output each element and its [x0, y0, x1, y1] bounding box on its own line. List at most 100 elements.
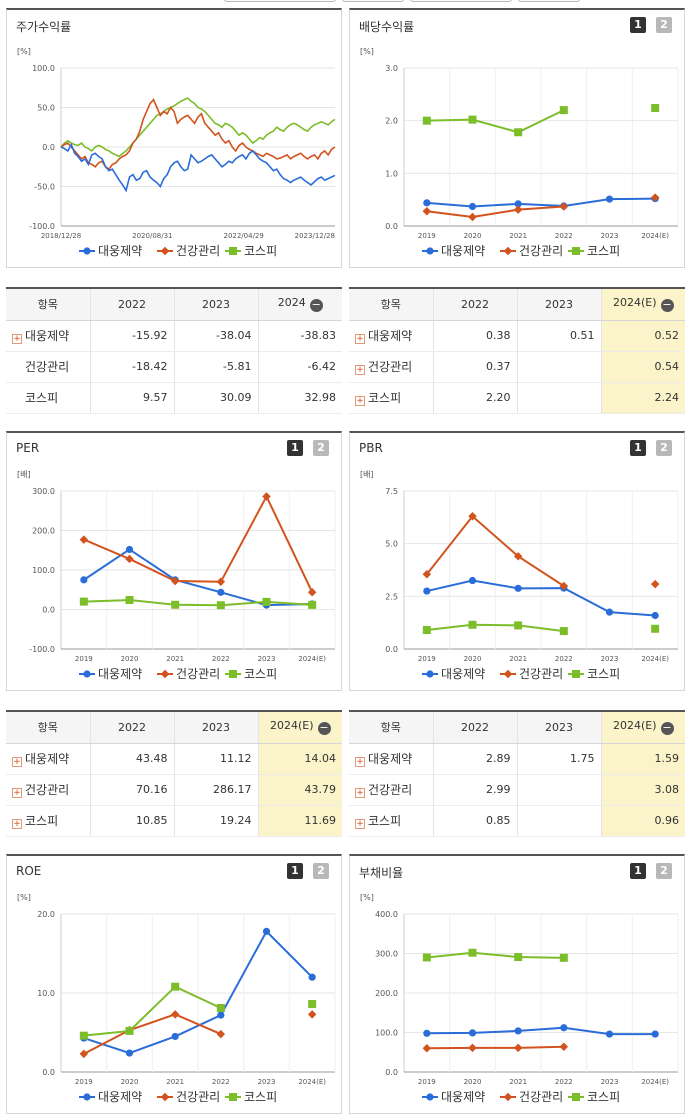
- data-point-2[interactable]: [468, 212, 477, 222]
- collapse-icon[interactable]: −: [309, 298, 323, 313]
- data-point-1[interactable]: [560, 1024, 568, 1032]
- data-point-1[interactable]: [217, 588, 225, 596]
- expand-icon[interactable]: +: [355, 396, 365, 406]
- view-1-button[interactable]: 1: [630, 863, 646, 879]
- data-point-1[interactable]: [651, 1030, 659, 1038]
- data-point-3[interactable]: [468, 115, 477, 124]
- legend-item[interactable]: 건강관리: [519, 244, 563, 258]
- data-point-1[interactable]: [605, 608, 614, 616]
- data-point-2[interactable]: [559, 202, 569, 211]
- legend-item[interactable]: 건강관리: [519, 667, 563, 681]
- data-point-2[interactable]: [513, 205, 523, 214]
- data-point-2[interactable]: [650, 193, 660, 202]
- data-point-3[interactable]: [468, 620, 477, 629]
- legend-item[interactable]: 건강관리: [519, 1090, 563, 1104]
- data-point-2[interactable]: [422, 207, 432, 216]
- data-point-3[interactable]: [308, 600, 317, 609]
- expand-icon[interactable]: +: [12, 788, 22, 798]
- data-point-3[interactable]: [216, 601, 225, 610]
- data-point-1[interactable]: [423, 199, 431, 207]
- legend-item[interactable]: 대웅제약: [98, 243, 142, 258]
- legend-item[interactable]: 건강관리: [176, 667, 220, 681]
- data-point-3[interactable]: [514, 621, 523, 630]
- expand-icon[interactable]: +: [355, 334, 365, 344]
- data-point-2[interactable]: [513, 552, 523, 561]
- data-point-3[interactable]: [422, 116, 431, 125]
- expand-icon[interactable]: +: [355, 365, 365, 375]
- data-point-2[interactable]: [307, 587, 317, 597]
- data-point-3[interactable]: [216, 1004, 225, 1013]
- data-point-1[interactable]: [651, 611, 659, 620]
- legend-item[interactable]: 코스피: [587, 1090, 620, 1104]
- data-point-3[interactable]: [468, 948, 477, 957]
- period-toggle[interactable]: [410, 0, 512, 2]
- expand-icon[interactable]: +: [355, 757, 365, 767]
- data-point-2[interactable]: [650, 579, 660, 589]
- legend-item[interactable]: 대웅제약: [98, 666, 142, 681]
- data-point-2[interactable]: [422, 1044, 432, 1053]
- period-toggle[interactable]: [224, 0, 336, 2]
- data-point-2[interactable]: [170, 1010, 180, 1019]
- view-2-button[interactable]: 2: [656, 863, 672, 879]
- data-point-1[interactable]: [171, 1032, 179, 1041]
- legend-item[interactable]: 코스피: [244, 1090, 277, 1104]
- data-point-3[interactable]: [559, 953, 568, 962]
- view-1-button[interactable]: 1: [287, 863, 303, 879]
- view-2-button[interactable]: 2: [313, 863, 329, 879]
- view-1-button[interactable]: 1: [630, 17, 646, 33]
- data-point-3[interactable]: [171, 600, 180, 609]
- expand-icon[interactable]: +: [12, 757, 22, 767]
- expand-icon[interactable]: +: [355, 819, 365, 829]
- legend-item[interactable]: 대웅제약: [441, 243, 485, 258]
- expand-icon[interactable]: +: [12, 819, 22, 829]
- collapse-icon[interactable]: −: [660, 298, 674, 313]
- data-point-3[interactable]: [514, 953, 523, 962]
- data-point-1[interactable]: [468, 1029, 477, 1037]
- view-2-button[interactable]: 2: [656, 17, 672, 33]
- data-point-3[interactable]: [422, 626, 431, 635]
- legend-item[interactable]: 코스피: [587, 667, 620, 681]
- data-point-3[interactable]: [559, 106, 568, 115]
- data-point-3[interactable]: [308, 1000, 317, 1009]
- view-1-button[interactable]: 1: [287, 440, 303, 456]
- data-point-2[interactable]: [125, 554, 134, 564]
- data-point-2[interactable]: [262, 492, 271, 501]
- period-toggle[interactable]: [342, 0, 404, 2]
- data-point-3[interactable]: [125, 1026, 134, 1035]
- data-point-2[interactable]: [513, 1043, 523, 1053]
- data-point-1[interactable]: [262, 927, 271, 935]
- collapse-icon[interactable]: −: [317, 721, 331, 736]
- legend-item[interactable]: 건강관리: [176, 244, 220, 258]
- data-point-1[interactable]: [468, 576, 477, 585]
- view-2-button[interactable]: 2: [656, 440, 672, 456]
- legend-item[interactable]: 대웅제약: [98, 1089, 142, 1104]
- legend-item[interactable]: 대웅제약: [441, 1089, 485, 1104]
- data-point-2[interactable]: [216, 1029, 226, 1039]
- data-point-1[interactable]: [217, 1011, 225, 1019]
- data-point-1[interactable]: [125, 1049, 134, 1057]
- view-1-button[interactable]: 1: [630, 440, 646, 456]
- view-2-button[interactable]: 2: [313, 440, 329, 456]
- data-point-2[interactable]: [468, 1043, 477, 1053]
- data-point-1[interactable]: [514, 200, 522, 208]
- data-point-3[interactable]: [79, 597, 88, 606]
- data-point-3[interactable]: [514, 128, 523, 137]
- expand-icon[interactable]: +: [12, 334, 22, 344]
- legend-item[interactable]: 코스피: [244, 667, 277, 681]
- data-point-1[interactable]: [605, 1030, 614, 1038]
- legend-item[interactable]: 코스피: [244, 244, 277, 258]
- data-point-2[interactable]: [79, 535, 89, 544]
- legend-item[interactable]: 대웅제약: [441, 666, 485, 681]
- legend-item[interactable]: 건강관리: [176, 1090, 220, 1104]
- data-point-2[interactable]: [559, 1042, 569, 1051]
- data-point-2[interactable]: [307, 1010, 317, 1019]
- period-toggle[interactable]: [518, 0, 580, 2]
- collapse-icon[interactable]: −: [660, 721, 674, 736]
- data-point-1[interactable]: [514, 1027, 522, 1035]
- data-point-1[interactable]: [423, 587, 431, 595]
- data-point-3[interactable]: [262, 597, 271, 606]
- data-point-3[interactable]: [651, 624, 660, 633]
- data-point-3[interactable]: [559, 627, 568, 636]
- expand-icon[interactable]: +: [355, 788, 365, 798]
- data-point-1[interactable]: [80, 576, 88, 584]
